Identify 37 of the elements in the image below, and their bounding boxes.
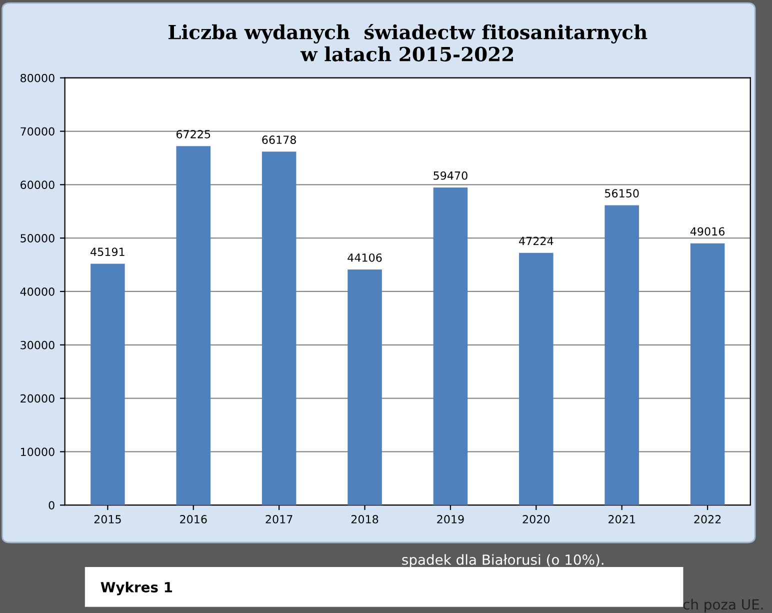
- x-tick-label: 2019: [437, 515, 464, 524]
- text: spadek dla Białorusi (o 10%).: [402, 554, 604, 568]
- data-label: 56150: [605, 189, 639, 198]
- text: Wykres 1: [100, 582, 172, 596]
- bar: [176, 146, 211, 506]
- data-label: 45191: [90, 248, 124, 256]
- x-tick-label: 2020: [522, 515, 550, 524]
- bar: [262, 152, 296, 506]
- data-label: 49016: [690, 227, 725, 236]
- data-label: 47224: [519, 236, 554, 246]
- text: ch poza UE.: [683, 598, 763, 612]
- y-tick-label: 10000: [21, 448, 54, 456]
- x-tick-label: 2015: [94, 515, 121, 524]
- data-label: 67225: [176, 130, 210, 138]
- bar: [90, 264, 125, 506]
- x-tick-label: 2017: [266, 515, 292, 524]
- data-label: 59470: [434, 171, 468, 180]
- y-tick-label: 80000: [20, 74, 54, 82]
- data-label: 66178: [262, 136, 296, 144]
- x-tick-label: 2022: [694, 515, 721, 524]
- bar: [433, 187, 468, 506]
- bar: [519, 252, 554, 506]
- bar: [604, 205, 639, 506]
- data-label: 44106: [348, 253, 382, 262]
- y-tick-label: 40000: [20, 287, 54, 296]
- x-tick-label: 2016: [180, 515, 207, 524]
- y-tick-label: 0: [48, 501, 54, 510]
- y-tick-label: 50000: [20, 234, 54, 242]
- bar: [348, 270, 382, 506]
- y-tick-label: 30000: [20, 340, 54, 350]
- bar: [690, 243, 725, 506]
- y-tick-label: 20000: [20, 394, 54, 403]
- y-tick-label: 60000: [20, 180, 54, 190]
- x-tick-label: 2018: [351, 515, 378, 524]
- x-tick-label: 2021: [608, 515, 635, 524]
- y-tick-label: 70000: [20, 127, 54, 136]
- chart-title: Liczba wydanych świadectw fitosanitarnych w latach 2015-2022: [168, 24, 648, 62]
